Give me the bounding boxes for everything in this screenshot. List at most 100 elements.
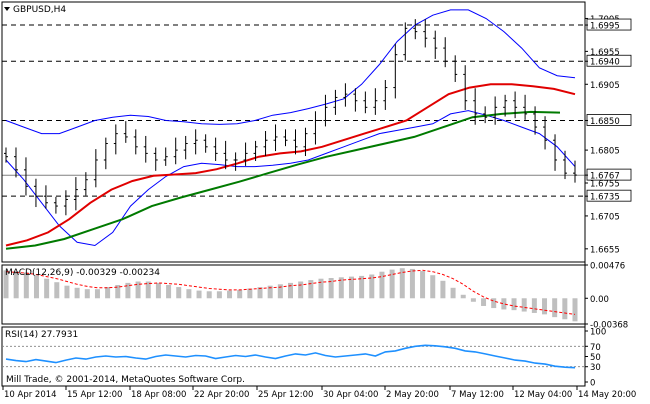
rsi-indicator-label: RSI(14) 27.7931	[5, 330, 78, 340]
price-bar	[13, 147, 18, 178]
price-bar	[173, 137, 178, 165]
price-axis-label: 1.6955	[590, 48, 620, 58]
price-bar	[533, 106, 538, 135]
price-bar	[403, 22, 408, 61]
time-axis-label: 2 May 20:00	[386, 390, 439, 400]
macd-histogram-bar	[94, 289, 100, 299]
price-bar	[263, 131, 268, 157]
price-bar	[493, 96, 498, 125]
macd-histogram-bar	[318, 278, 324, 299]
macd-histogram-bar	[257, 287, 263, 299]
price-bar	[413, 19, 418, 40]
price-bar	[273, 124, 278, 152]
macd-histogram-bar	[267, 285, 273, 299]
macd-histogram-bar	[227, 290, 233, 299]
macd-axis-label: 0.00476	[590, 262, 625, 272]
rsi-axis-label: 70	[590, 343, 601, 353]
macd-histogram-bar	[33, 275, 39, 299]
macd-histogram-bar	[206, 291, 212, 299]
price-bar	[243, 142, 248, 166]
macd-histogram-bar	[44, 278, 50, 299]
macd-histogram-bar	[155, 282, 161, 299]
price-bar	[143, 135, 148, 163]
bollinger-lower-band	[5, 110, 576, 247]
macd-histogram-bar	[328, 278, 334, 299]
time-axis-label: 7 May 12:00	[451, 390, 504, 400]
macd-histogram-bar	[359, 275, 365, 299]
time-axis-label: 30 Apr 04:00	[323, 390, 378, 400]
price-bar	[103, 137, 108, 170]
macd-histogram-bar	[216, 291, 222, 299]
macd-histogram-bar	[389, 269, 395, 299]
symbol-title: GBPUSD,H4	[13, 5, 66, 15]
price-bar	[393, 43, 398, 99]
macd-histogram-bar	[450, 287, 456, 299]
macd-histogram-bar	[288, 282, 293, 299]
price-bar	[33, 178, 38, 208]
macd-histogram-bar	[308, 280, 314, 299]
macd-histogram-bar	[491, 298, 497, 309]
rsi-line	[5, 344, 576, 369]
price-axis-label: 1.6905	[590, 81, 620, 91]
price-bar	[223, 140, 228, 170]
macd-histogram-bar	[115, 284, 121, 299]
macd-histogram-bar	[54, 282, 60, 299]
rsi-axis-label: 30	[590, 363, 601, 373]
price-bar	[343, 83, 348, 107]
price-bar	[563, 150, 568, 180]
price-bar	[313, 111, 318, 145]
moving-average-green	[5, 110, 561, 250]
triangle-down-icon[interactable]	[4, 7, 10, 11]
price-bar	[553, 134, 558, 171]
macd-histogram-bar	[105, 287, 111, 299]
price-bar	[183, 135, 188, 160]
macd-axis-label: -0.00368	[590, 321, 628, 331]
price-bar	[323, 94, 328, 127]
price-axis-label: 1.6655	[590, 245, 620, 255]
macd-histogram-bar	[298, 281, 304, 299]
price-bar	[123, 121, 128, 143]
price-bar	[233, 152, 238, 171]
time-axis-label: 18 Apr 08:00	[131, 390, 186, 400]
price-bar	[293, 129, 298, 155]
price-axis-label: 1.6850	[590, 117, 620, 127]
macd-histogram-bar	[338, 277, 344, 299]
price-bar	[283, 129, 288, 147]
price-bar	[83, 172, 88, 196]
price-bar	[163, 147, 168, 166]
time-axis-label: 12 May 04:00	[514, 390, 572, 400]
price-bar	[483, 106, 488, 124]
macd-histogram-bar	[552, 298, 558, 318]
rsi-axis-label: 0	[590, 379, 595, 389]
macd-histogram-bar	[521, 298, 527, 312]
macd-histogram-bar	[348, 276, 354, 299]
price-bar	[473, 88, 478, 125]
time-axis-label: 22 Apr 20:00	[194, 390, 249, 400]
time-axis-label: 10 Apr 2014	[4, 390, 57, 400]
price-bar	[303, 127, 308, 157]
price-bar	[113, 124, 118, 155]
rsi-axis-label: 100	[590, 328, 606, 338]
price-bar	[23, 157, 28, 196]
macd-histogram-bar	[562, 298, 568, 320]
macd-histogram-bar	[84, 289, 90, 299]
price-bar	[213, 137, 218, 161]
moving-average-red	[5, 83, 576, 247]
macd-histogram-bar	[440, 280, 446, 299]
macd-histogram-bar	[531, 298, 537, 313]
macd-signal-line	[5, 269, 576, 315]
price-axis-label: 1.6767	[590, 172, 620, 182]
price-bar	[53, 196, 58, 214]
macd-histogram-bar	[237, 289, 243, 299]
price-bar	[443, 37, 448, 68]
bollinger-upper-band	[5, 9, 576, 135]
price-bar	[153, 147, 158, 171]
price-bar	[573, 160, 577, 183]
macd-histogram-bar	[481, 298, 487, 306]
price-bar	[63, 190, 68, 216]
price-bar	[423, 19, 428, 48]
price-bar	[463, 65, 468, 110]
macd-histogram-bar	[13, 271, 19, 299]
price-bar	[253, 140, 258, 161]
